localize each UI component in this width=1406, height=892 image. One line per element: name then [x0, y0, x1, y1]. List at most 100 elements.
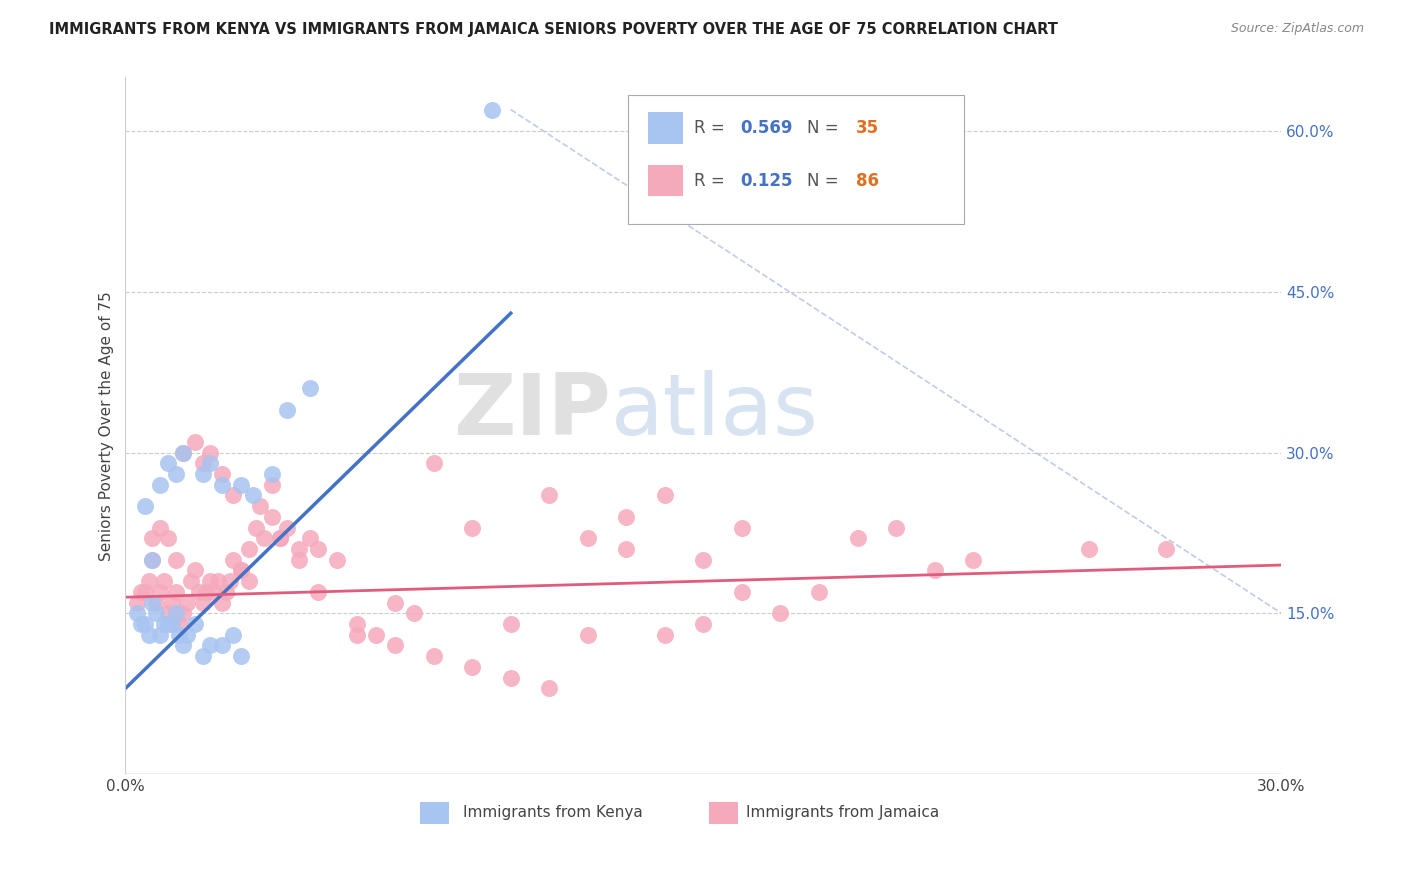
Point	[200, 445, 222, 459]
Point	[269, 531, 291, 545]
Point	[422, 456, 444, 470]
Point	[692, 552, 714, 566]
Point	[299, 531, 322, 545]
Point	[141, 596, 163, 610]
Text: atlas: atlas	[612, 370, 818, 453]
Point	[238, 541, 260, 556]
Point	[692, 617, 714, 632]
Point	[145, 596, 167, 610]
Point	[191, 467, 214, 481]
Bar	[709, 802, 738, 824]
Bar	[648, 112, 683, 144]
Point	[346, 628, 368, 642]
Point	[461, 660, 484, 674]
Point	[384, 639, 406, 653]
Point	[129, 617, 152, 632]
Point	[346, 617, 368, 632]
Point	[238, 574, 260, 588]
Point	[145, 607, 167, 621]
Point	[307, 585, 329, 599]
Point	[156, 617, 179, 632]
Point	[222, 488, 245, 502]
Point	[191, 596, 214, 610]
Point	[141, 531, 163, 545]
Point	[169, 617, 191, 632]
Point	[202, 585, 225, 599]
Point	[156, 456, 179, 470]
Point	[195, 585, 218, 599]
Point	[153, 574, 176, 588]
Point	[288, 541, 311, 556]
Bar	[648, 164, 683, 196]
Point	[156, 607, 179, 621]
Text: R =: R =	[695, 120, 730, 137]
Point	[200, 574, 222, 588]
Point	[172, 639, 194, 653]
Point	[149, 585, 172, 599]
Text: Immigrants from Kenya: Immigrants from Kenya	[464, 805, 643, 820]
Point	[229, 649, 252, 664]
Text: 86: 86	[856, 171, 879, 189]
Point	[884, 520, 907, 534]
Point	[260, 477, 283, 491]
Point	[184, 434, 207, 449]
Point	[364, 628, 387, 642]
Point	[200, 456, 222, 470]
Point	[165, 607, 187, 621]
Point	[276, 520, 298, 534]
Point	[269, 531, 291, 545]
Text: Immigrants from Jamaica: Immigrants from Jamaica	[745, 805, 939, 820]
Point	[149, 628, 172, 642]
Text: ZIP: ZIP	[453, 370, 612, 453]
Point	[846, 531, 869, 545]
Point	[242, 488, 264, 502]
Point	[153, 617, 176, 632]
Point	[499, 617, 522, 632]
Point	[211, 477, 233, 491]
Point	[141, 552, 163, 566]
Text: 0.125: 0.125	[741, 171, 793, 189]
Point	[654, 488, 676, 502]
Point	[404, 607, 426, 621]
Point	[218, 574, 240, 588]
Text: 35: 35	[856, 120, 879, 137]
Point	[165, 552, 187, 566]
Point	[149, 477, 172, 491]
Point	[156, 531, 179, 545]
Point	[808, 585, 831, 599]
Point	[138, 574, 160, 588]
Point	[160, 617, 183, 632]
Point	[731, 520, 754, 534]
Point	[576, 531, 599, 545]
Point	[180, 574, 202, 588]
Point	[222, 552, 245, 566]
Text: IMMIGRANTS FROM KENYA VS IMMIGRANTS FROM JAMAICA SENIORS POVERTY OVER THE AGE OF: IMMIGRANTS FROM KENYA VS IMMIGRANTS FROM…	[49, 22, 1059, 37]
Point	[299, 381, 322, 395]
Point	[384, 596, 406, 610]
Point	[134, 499, 156, 513]
Point	[172, 445, 194, 459]
Point	[260, 467, 283, 481]
Point	[288, 552, 311, 566]
Point	[214, 585, 236, 599]
Point	[576, 628, 599, 642]
Point	[184, 563, 207, 577]
FancyBboxPatch shape	[628, 95, 963, 224]
Point	[184, 617, 207, 632]
Point	[1077, 541, 1099, 556]
Point	[141, 552, 163, 566]
Text: 0.569: 0.569	[741, 120, 793, 137]
Point	[125, 596, 148, 610]
Point	[172, 607, 194, 621]
Point	[253, 531, 276, 545]
Point	[499, 671, 522, 685]
Point	[307, 541, 329, 556]
Point	[1154, 541, 1177, 556]
Point	[249, 499, 271, 513]
Point	[245, 520, 267, 534]
Point	[191, 456, 214, 470]
Text: N =: N =	[807, 171, 845, 189]
Point	[149, 520, 172, 534]
Point	[211, 596, 233, 610]
Point	[200, 639, 222, 653]
